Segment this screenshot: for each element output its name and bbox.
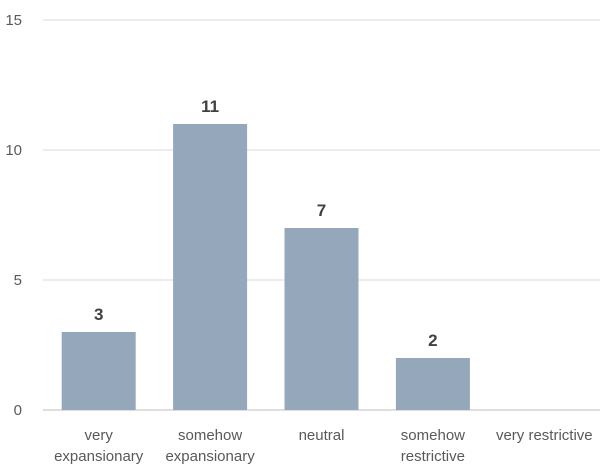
x-tick-label: neutral xyxy=(299,427,345,444)
x-tick-label: expansionary xyxy=(165,448,255,465)
bar xyxy=(61,332,136,410)
bar xyxy=(284,228,359,410)
y-tick-label: 0 xyxy=(14,402,22,419)
data-label: 11 xyxy=(201,97,219,116)
data-label: 3 xyxy=(94,305,103,324)
x-tick-label: somehow xyxy=(401,427,465,444)
x-tick-label: somehow xyxy=(178,427,242,444)
x-tick-label: restrictive xyxy=(401,448,465,465)
data-label: 2 xyxy=(428,331,437,350)
x-tick-label: expansionary xyxy=(54,448,144,465)
y-tick-label: 15 xyxy=(5,12,22,29)
x-tick-label: very xyxy=(85,427,114,444)
y-tick-label: 5 xyxy=(14,272,22,289)
data-label: 7 xyxy=(317,201,326,220)
bar xyxy=(395,358,470,410)
bar xyxy=(173,124,248,410)
x-tick-label: very restrictive xyxy=(496,427,593,444)
y-tick-label: 10 xyxy=(5,142,22,159)
